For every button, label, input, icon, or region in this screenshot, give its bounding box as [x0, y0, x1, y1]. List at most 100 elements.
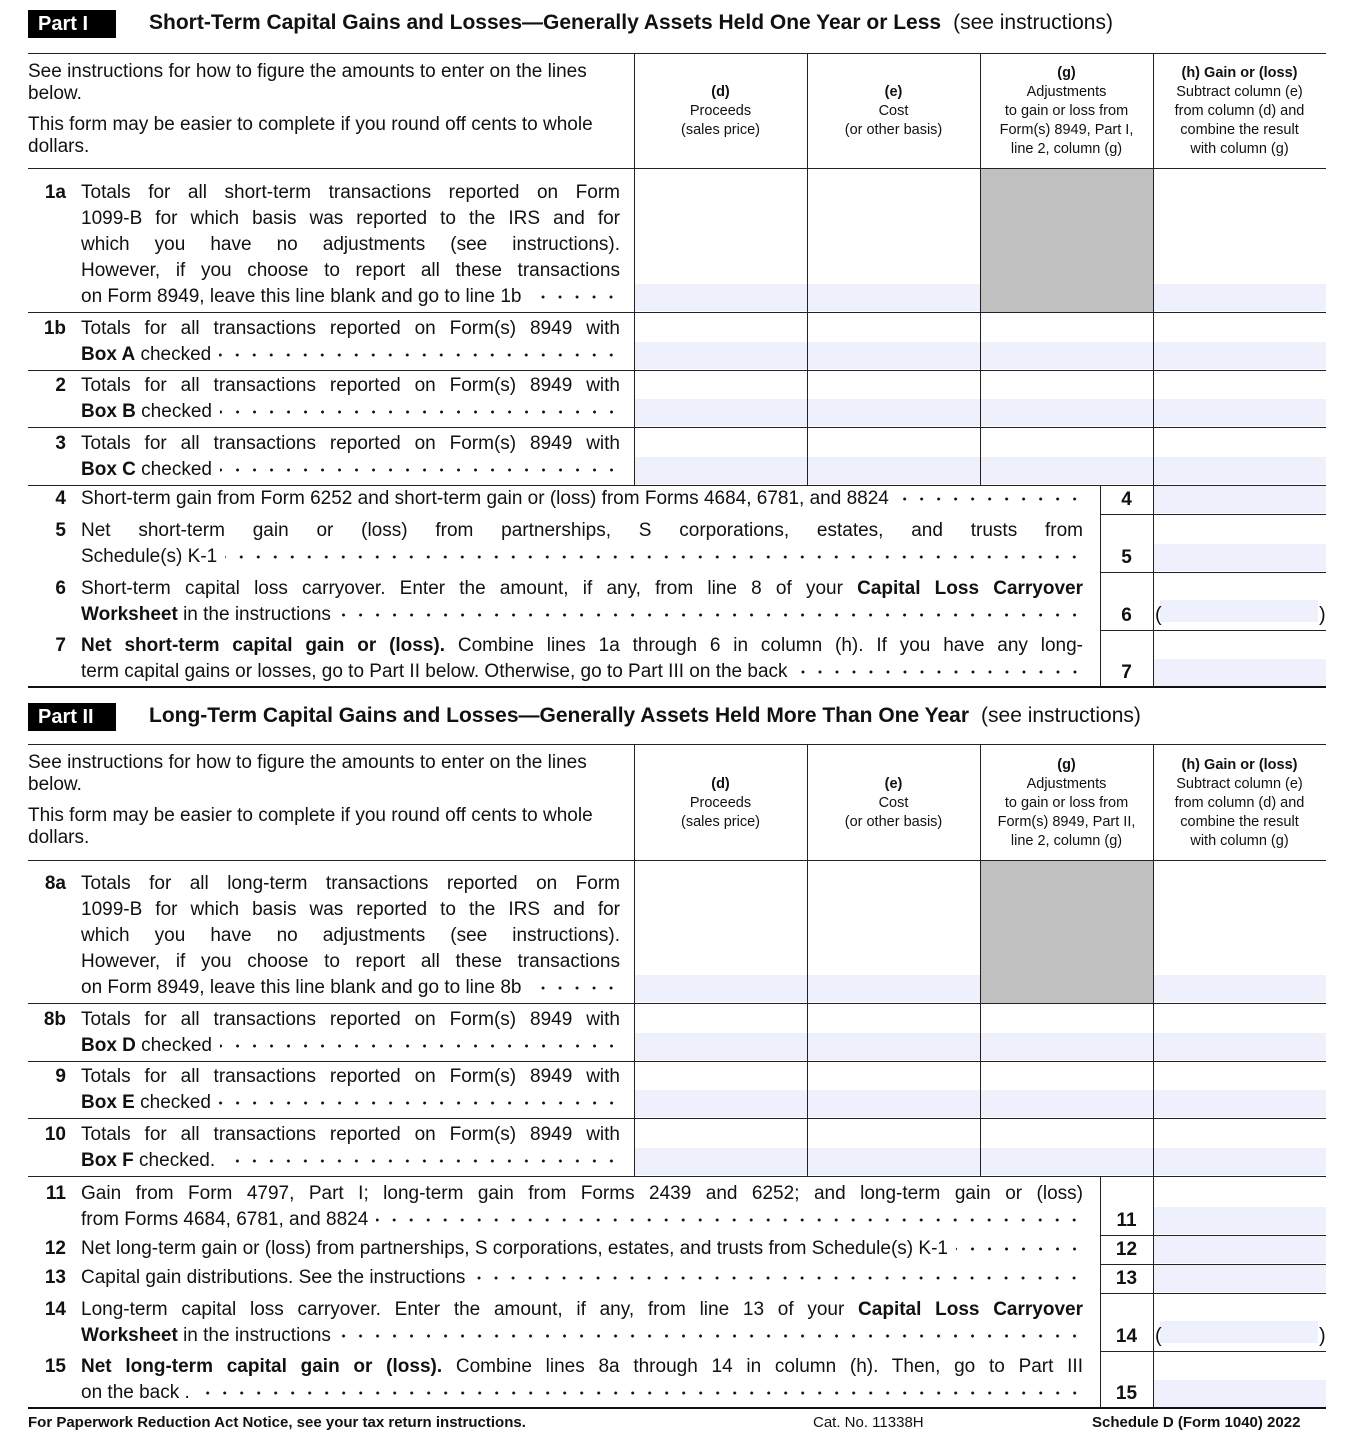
line-3-text: Totals for all transactions reported on … — [81, 433, 620, 454]
line-6-bold-term: Capital Loss Carryover — [857, 578, 1083, 599]
line-14-gain-loss-input[interactable] — [1160, 1321, 1318, 1343]
line-11-text: Gain from Form 4797, Part I; long-term g… — [81, 1183, 1083, 1204]
line-9-dot-leader — [218, 1090, 620, 1116]
line-6-close-paren: ) — [1319, 604, 1326, 626]
line-8a-adjustments-shaded — [981, 861, 1153, 1003]
line-4-description: Short-term gain from Form 6252 and short… — [81, 485, 1083, 512]
line-14-description-line: Worksheet in the instructions — [81, 1323, 1083, 1349]
line-5-rule — [1100, 572, 1326, 573]
part-2-column-divider — [1100, 1176, 1101, 1408]
line-3-gain-loss-input[interactable] — [1154, 457, 1326, 484]
line-15-gain-loss-input[interactable] — [1154, 1380, 1326, 1407]
line-13-box-number: 13 — [1115, 1268, 1138, 1289]
line-2-text: checked — [135, 401, 212, 422]
part-2-column-header-line: to gain or loss from — [1004, 794, 1129, 811]
part-2-column-header-line: line 2, column (g) — [1010, 832, 1123, 849]
line-8a-proceeds-input[interactable] — [635, 975, 807, 1002]
part-1-column-header-line: with column (g) — [1190, 141, 1289, 157]
part-1-column-divider — [634, 53, 635, 485]
line-1b-proceeds-input[interactable] — [635, 342, 807, 369]
line-8b-bold-term: Box D — [81, 1035, 136, 1056]
line-9-cost-input[interactable] — [808, 1090, 980, 1117]
line-1a-proceeds-input[interactable] — [635, 284, 807, 311]
line-2-gain-loss-input[interactable] — [1154, 399, 1326, 426]
line-1b-description: Totals for all transactions reported on … — [81, 312, 620, 368]
line-14-text: Long-term capital loss carryover. Enter … — [81, 1299, 859, 1320]
line-9-adjustments-input[interactable] — [981, 1090, 1153, 1117]
line-1b-description-line: Totals for all transactions reported on … — [81, 316, 620, 342]
part-2-column-header-line: Cost — [878, 794, 909, 811]
part-1-column-header-line: Form(s) 8949, Part I, — [999, 122, 1134, 138]
line-10-proceeds-input[interactable] — [635, 1148, 807, 1175]
line-8b-proceeds-input[interactable] — [635, 1033, 807, 1060]
line-8b-cost-input[interactable] — [808, 1033, 980, 1060]
line-10-adjustments-input[interactable] — [981, 1148, 1153, 1175]
line-1b-cost-input[interactable] — [808, 342, 980, 369]
part-2-label: Part II — [28, 703, 116, 731]
line-11-description-text: from Forms 4684, 6781, and 8824 — [81, 1207, 368, 1233]
line-9-description-text: Box E checked — [81, 1090, 211, 1116]
line-15-description-line: Net long-term capital gain or (loss). Co… — [81, 1354, 1083, 1380]
line-7-bold-term: Net short-term capital gain or (loss). — [81, 635, 446, 656]
line-12-gain-loss-input[interactable] — [1154, 1236, 1326, 1263]
line-8b-adjustments-input[interactable] — [981, 1033, 1153, 1060]
line-12-text: Net long-term gain or (loss) from partne… — [81, 1238, 948, 1259]
part-2-column-header-line: (sales price) — [681, 813, 760, 830]
line-7-description-line: term capital gains or losses, go to Part… — [81, 659, 1083, 685]
line-14-number: 14 — [44, 1299, 66, 1320]
line-1a-description-line: 1099-B for which basis was reported to t… — [81, 206, 620, 232]
line-1a-text: which you have no adjustments (see instr… — [81, 234, 620, 255]
line-8a-description-text: on Form 8949, leave this line blank and … — [81, 975, 521, 1001]
part-2-column-header-title: (g) — [1057, 756, 1076, 773]
line-3-proceeds-input[interactable] — [635, 457, 807, 484]
part-2-column-header-title: (e) — [884, 775, 903, 792]
line-4-text: Short-term gain from Form 6252 and short… — [81, 488, 889, 509]
line-4-gain-loss-input[interactable] — [1154, 486, 1326, 513]
line-6-number: 6 — [55, 578, 66, 599]
part-1-column-divider — [807, 53, 808, 485]
part-2-column-header-g: (g) Adjustments to gain or loss from Form(s… — [980, 756, 1153, 851]
line-8a-cost-input[interactable] — [808, 975, 980, 1002]
line-3-bold-term: Box C — [81, 459, 136, 480]
line-7-gain-loss-input[interactable] — [1154, 659, 1326, 686]
line-13-gain-loss-input[interactable] — [1154, 1265, 1326, 1292]
line-8b-gain-loss-input[interactable] — [1154, 1033, 1326, 1060]
line-10-cost-input[interactable] — [808, 1148, 980, 1175]
line-1b-rule — [28, 370, 1326, 371]
line-11-dot-leader — [376, 1207, 1083, 1233]
line-8a-gain-loss-input[interactable] — [1154, 975, 1326, 1002]
line-9-gain-loss-input[interactable] — [1154, 1090, 1326, 1117]
line-5-gain-loss-input[interactable] — [1154, 544, 1326, 571]
line-1a-dot-leader — [529, 284, 620, 310]
line-11-gain-loss-input[interactable] — [1154, 1207, 1326, 1234]
line-3-description-line: Box C checked — [81, 457, 620, 483]
line-12-description-line: Net long-term gain or (loss) from partne… — [81, 1236, 1083, 1262]
part-1-column-header-title: (d) — [711, 84, 730, 100]
line-4-box-number: 4 — [1121, 489, 1132, 510]
line-1a-gain-loss-input[interactable] — [1154, 284, 1326, 311]
line-9-number: 9 — [55, 1066, 66, 1087]
line-1b-adjustments-input[interactable] — [981, 342, 1153, 369]
line-1a-cost-input[interactable] — [808, 284, 980, 311]
line-9-proceeds-input[interactable] — [635, 1090, 807, 1117]
line-12-box-number: 12 — [1115, 1239, 1138, 1260]
line-2-number: 2 — [55, 375, 66, 396]
line-2-proceeds-input[interactable] — [635, 399, 807, 426]
line-10-gain-loss-input[interactable] — [1154, 1148, 1326, 1175]
line-10-number: 10 — [44, 1124, 66, 1145]
part-1-column-header-line: Subtract column (e) — [1176, 84, 1303, 100]
line-8b-description: Totals for all transactions reported on … — [81, 1003, 620, 1059]
line-3-number: 3 — [55, 433, 66, 454]
line-6-gain-loss-input[interactable] — [1160, 600, 1318, 622]
line-6-box-number: 6 — [1121, 605, 1132, 626]
line-2-cost-input[interactable] — [808, 399, 980, 426]
line-2-bold-term: Box B — [81, 401, 136, 422]
line-3-adjustments-input[interactable] — [981, 457, 1153, 484]
part-1-column-header-title: (g) — [1057, 65, 1076, 81]
line-3-cost-input[interactable] — [808, 457, 980, 484]
line-2-description-text: Box B checked — [81, 399, 212, 425]
line-1b-gain-loss-input[interactable] — [1154, 342, 1326, 369]
line-2-adjustments-input[interactable] — [981, 399, 1153, 426]
line-1a-description: Totals for all short-term transactions r… — [81, 168, 620, 310]
part-2-column-divider — [634, 744, 635, 1176]
